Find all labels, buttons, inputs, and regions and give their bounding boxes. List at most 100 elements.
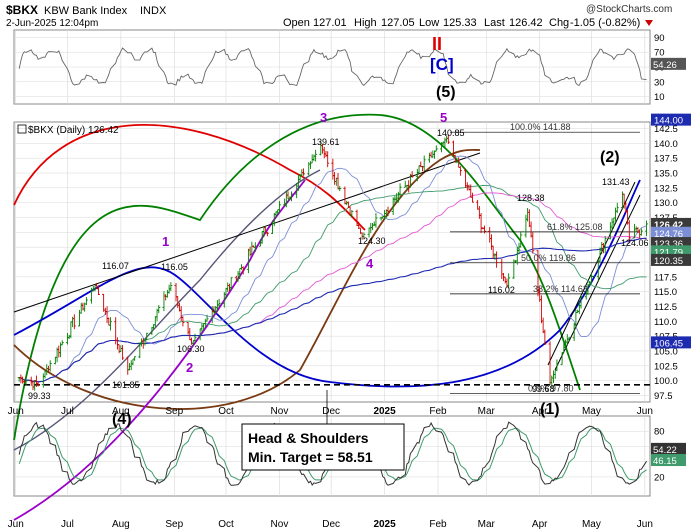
price-bar <box>386 206 390 217</box>
fib-label: 0.0% 97.80 <box>528 384 574 394</box>
wave-label: 4 <box>366 256 374 271</box>
rsi-line <box>18 47 647 87</box>
price-label: 116.05 <box>161 262 188 272</box>
x-axis-label: Oct <box>218 519 234 530</box>
right-marker-bg <box>651 245 691 258</box>
price-label: 116.07 <box>102 261 129 271</box>
price-bar <box>157 305 161 314</box>
price-label: 99.33 <box>28 391 51 401</box>
x-axis-label: Feb <box>429 406 447 417</box>
price-bars <box>17 134 649 391</box>
x-axis-label: 2025 <box>373 519 396 530</box>
wave-label: (2) <box>600 149 620 166</box>
right-marker-bg <box>651 253 691 266</box>
price-label: 124.06 <box>621 238 649 248</box>
price-label: 140.85 <box>437 128 465 138</box>
stoch-current-bg <box>651 454 686 467</box>
price-bar <box>615 202 619 214</box>
gray-cycle-arc <box>13 169 321 451</box>
quote-line: Open 127.01 High 127.05 Low 125.33 Last … <box>283 17 653 29</box>
high-label: High <box>354 17 377 29</box>
price-bar <box>579 295 583 309</box>
stoch-tick-label: 80 <box>654 427 665 438</box>
price-bar <box>217 298 221 308</box>
right-marker-label: 120.35 <box>654 256 683 267</box>
price-tick-label: 137.5 <box>654 154 678 165</box>
last-label: Last <box>484 17 505 29</box>
right-marker: 124.76 <box>651 226 691 240</box>
x-axis-label: Oct <box>218 406 234 417</box>
price-label: 101.85 <box>112 380 140 390</box>
price-label: 128.38 <box>517 193 545 203</box>
price-tick-label: 115.0 <box>654 287 677 298</box>
right-marker: 121.79 <box>651 245 691 258</box>
right-marker: 120.35 <box>651 253 691 267</box>
price-bar <box>350 209 354 218</box>
rsi-tick-label: 10 <box>654 92 665 103</box>
x-axis-label: Sep <box>165 519 183 530</box>
annotation-line-2: Min. Target = 58.51 <box>248 449 373 465</box>
low-value: 125.33 <box>443 17 477 29</box>
x-axis-label: Apr <box>532 519 548 530</box>
price-bar <box>289 191 293 202</box>
price-bar <box>205 314 209 322</box>
price-tick-label: 117.5 <box>654 272 677 283</box>
stoch-current-label: 46.15 <box>653 456 677 467</box>
wave-label: (4) <box>112 411 132 428</box>
x-axis-label: Aug <box>112 519 130 530</box>
right-marker-label: 126.42 <box>654 220 683 231</box>
price-bar <box>591 275 595 278</box>
wave-label: II <box>432 34 442 54</box>
x-axis-label: Jun <box>8 406 24 417</box>
exchange-label: INDX <box>140 5 167 17</box>
price-bar <box>531 232 535 254</box>
x-axis-label: Dec <box>322 406 340 417</box>
price-bar <box>555 359 559 372</box>
stoch-current-marker: 46.15 <box>651 454 686 467</box>
moving-averages <box>19 155 647 383</box>
red-cycle-arc <box>13 124 366 231</box>
price-bar <box>338 186 342 192</box>
open-label: Open <box>283 17 310 29</box>
price-tick-label: 105.0 <box>654 346 678 357</box>
price-tick-label: 140.0 <box>654 139 678 150</box>
price-bar <box>36 381 40 387</box>
price-tick-label: 112.5 <box>654 302 677 313</box>
price-bar <box>639 228 643 236</box>
high-value: 127.05 <box>381 17 415 29</box>
fibonacci-levels: 100.0% 141.88 61.8% 125.08 50.0% 119.86 38.… <box>14 122 650 395</box>
chg-value: -1.05 (-0.82%) <box>570 17 640 29</box>
x-axis-label: Jun <box>8 519 24 530</box>
x-axis-label: Aug <box>112 406 130 417</box>
head-shoulders-annotation: Head & Shoulders Min. Target = 58.51 <box>241 390 405 471</box>
chg-label: Chg <box>549 17 569 29</box>
stoch-current-label: 54.22 <box>653 445 677 456</box>
purple-cycle-arc <box>13 179 306 521</box>
price-bar <box>72 314 76 330</box>
price-bar <box>627 220 631 243</box>
chart-header: $BKX KBW Bank Index INDX @StockCharts.co… <box>6 3 672 29</box>
annotation-line-1: Head & Shoulders <box>248 430 369 446</box>
price-bar <box>24 375 28 386</box>
right-marker-label: 144.00 <box>654 116 683 127</box>
price-legend: $BKX (Daily) 126.42 <box>17 124 119 136</box>
wave-label: 2 <box>186 360 193 375</box>
price-bar <box>109 317 113 331</box>
price-label: 131.43 <box>602 177 630 187</box>
price-bar <box>543 329 547 345</box>
price-bar <box>422 155 426 172</box>
rsi-current-label: 54.26 <box>653 60 677 71</box>
price-bar <box>302 168 306 176</box>
rsi-current-bg <box>651 57 686 70</box>
symbol-label: $BKX <box>6 3 38 17</box>
x-axis-label: Nov <box>271 519 289 530</box>
wave-label: [C] <box>430 55 454 74</box>
x-axis-label: Jun <box>637 519 653 530</box>
legend-text: $BKX (Daily) 126.42 <box>28 125 119 136</box>
x-axis-label: Sep <box>165 406 183 417</box>
price-tick-label: 102.5 <box>654 361 678 372</box>
price-bar <box>96 285 100 295</box>
fib-label: 100.0% 141.88 <box>510 122 571 132</box>
